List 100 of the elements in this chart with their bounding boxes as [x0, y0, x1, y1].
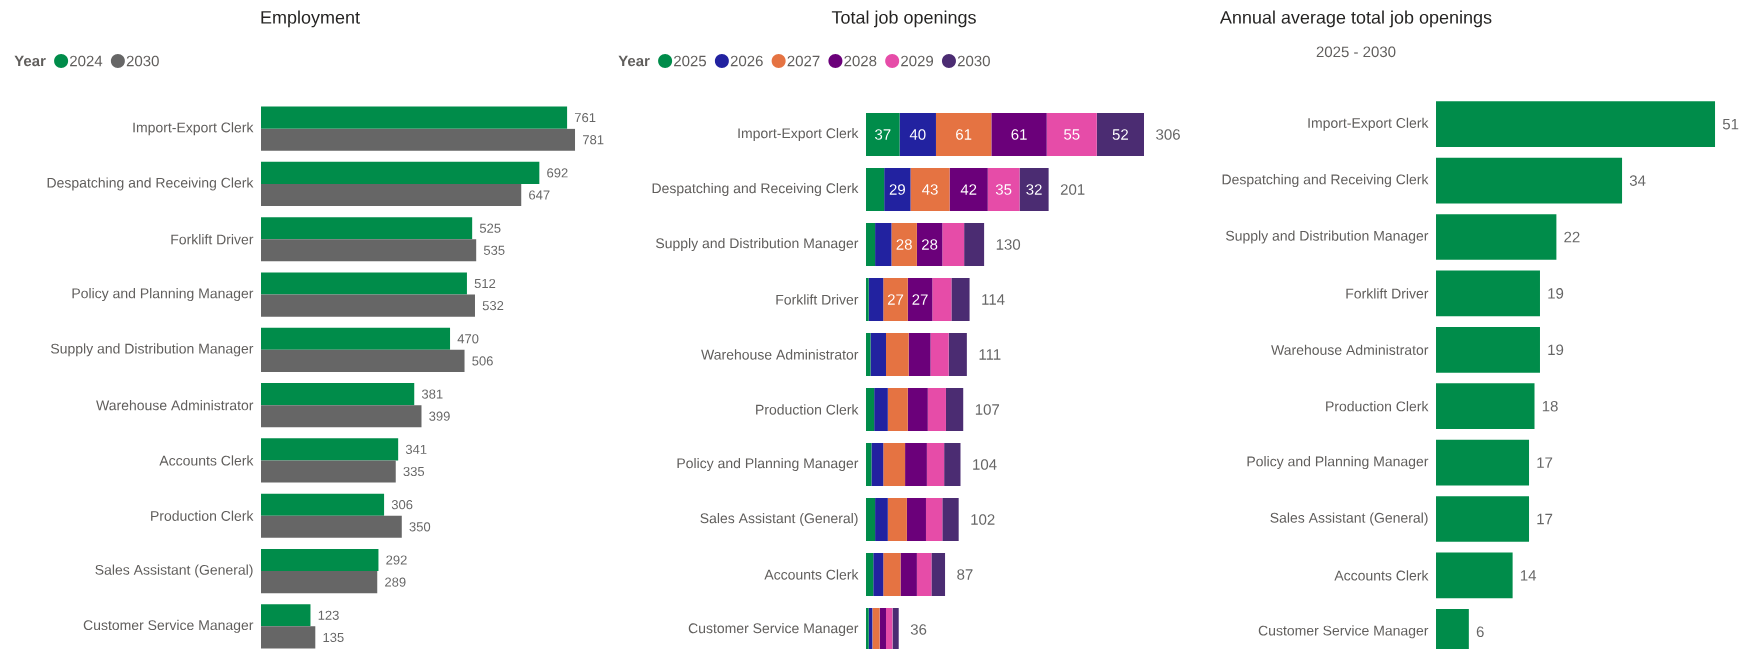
total-label: 130	[996, 239, 1021, 250]
bar	[870, 333, 886, 376]
data-label: 761	[574, 112, 596, 123]
chart-title: Annual average total job openings	[1219, 10, 1492, 28]
legend-label: 2030	[957, 55, 990, 67]
data-label: 506	[472, 356, 493, 366]
chart-subtitle: 2025 - 2030	[1316, 46, 1396, 58]
bar	[871, 443, 884, 486]
y-tick-label: Customer Service Manager	[688, 622, 859, 637]
bar	[261, 161, 540, 184]
total-label: 104	[973, 459, 997, 470]
bar	[942, 223, 965, 266]
total-label: 114	[982, 294, 1005, 305]
bar	[1436, 496, 1530, 542]
bar	[874, 388, 888, 431]
data-label: 18	[1542, 400, 1558, 412]
y-tick-label: Warehouse Administrator	[96, 400, 254, 411]
y-tick-label: Supply and Distribution Manager	[1226, 230, 1429, 244]
y-tick-label: Policy and Planning Manager	[677, 457, 859, 472]
data-label: 19	[1548, 288, 1564, 299]
legend-title: Year	[14, 55, 46, 67]
bar	[991, 113, 1047, 156]
data-label: 52	[1112, 129, 1128, 140]
data-label: 292	[386, 555, 407, 565]
bar	[891, 223, 917, 266]
bar	[916, 223, 943, 266]
legend-label: 2027	[787, 55, 820, 67]
bar	[883, 443, 906, 486]
bar	[261, 217, 473, 240]
total-label: 111	[979, 349, 1001, 360]
y-tick-label: Despatching and Receiving Clerk	[47, 177, 254, 191]
bar	[261, 294, 475, 317]
bar	[261, 438, 399, 461]
bar	[868, 278, 884, 321]
y-tick-label: Despatching and Receiving Clerk	[1222, 174, 1429, 188]
bar	[900, 553, 917, 596]
total-label: 201	[1060, 184, 1085, 195]
y-tick-label: Warehouse Administrator	[701, 349, 859, 360]
data-label: 14	[1520, 570, 1537, 581]
data-label: 40	[909, 129, 926, 140]
bar	[866, 333, 871, 376]
bar	[261, 327, 451, 350]
y-tick-label: Policy and Planning Manager	[1247, 456, 1429, 470]
bar	[892, 608, 899, 649]
bar	[261, 460, 396, 483]
data-label: 512	[474, 278, 496, 289]
total-label: 102	[971, 514, 995, 525]
bar	[883, 278, 908, 321]
bar	[873, 553, 884, 596]
bar	[261, 349, 465, 372]
bar	[916, 553, 932, 596]
bar	[261, 405, 422, 428]
bar	[935, 113, 992, 156]
bar	[866, 553, 874, 596]
bar	[932, 278, 952, 321]
y-tick-label: Accounts Clerk	[764, 569, 859, 580]
y-tick-label: Forklift Driver	[1346, 288, 1429, 299]
data-label: 32	[1026, 184, 1042, 195]
data-label: 381	[421, 389, 443, 399]
bar	[987, 168, 1020, 211]
bar	[261, 383, 415, 406]
y-tick-label: Accounts Clerk	[159, 455, 254, 466]
bar	[927, 388, 946, 431]
data-label: 123	[318, 610, 339, 620]
legend-label: 2029	[901, 55, 934, 67]
bar	[261, 239, 477, 262]
data-label: 27	[912, 294, 928, 305]
bar	[866, 608, 869, 649]
bar	[875, 498, 888, 541]
legend-label: 2026	[730, 55, 763, 67]
bar	[872, 608, 880, 649]
data-label: 135	[323, 632, 344, 643]
bar	[887, 388, 908, 431]
bar	[261, 604, 311, 627]
bar	[261, 272, 467, 295]
bar	[866, 388, 875, 431]
data-label: 535	[483, 245, 505, 255]
bar	[1436, 214, 1557, 260]
y-tick-label: Production Clerk	[151, 510, 254, 521]
bar	[948, 333, 967, 376]
bar	[964, 223, 985, 266]
data-label: 29	[889, 184, 905, 195]
bar	[261, 571, 378, 594]
legend-label: 2024	[70, 55, 103, 67]
data-label: 61	[1011, 129, 1027, 140]
bar	[905, 443, 927, 486]
data-label: 6	[1476, 626, 1484, 638]
bar	[907, 278, 933, 321]
data-label: 692	[547, 168, 568, 178]
bar	[1436, 101, 1716, 148]
y-tick-label: Production Clerk	[756, 404, 859, 415]
legend-label: 2025	[674, 55, 707, 67]
bar	[945, 388, 964, 431]
data-label: 19	[1548, 344, 1564, 356]
y-tick-label: Import-Export Clerk	[133, 122, 254, 136]
data-label: 42	[960, 184, 977, 195]
y-tick-label: Import-Export Clerk	[738, 127, 859, 142]
y-tick-label: Supply and Distribution Manager	[51, 343, 254, 357]
bar	[908, 333, 931, 376]
bar	[866, 443, 872, 486]
